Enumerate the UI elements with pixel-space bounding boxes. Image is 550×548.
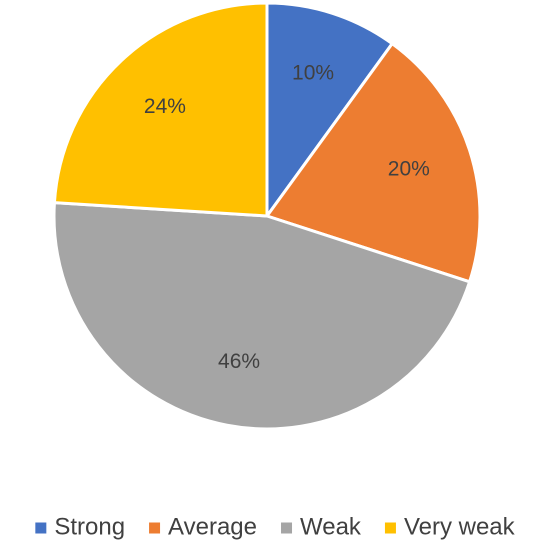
data-label-weak: 46% xyxy=(218,350,260,373)
pie-slice-weak xyxy=(52,201,472,431)
legend-swatch-very-weak xyxy=(384,522,396,534)
legend-label-weak: Weak xyxy=(300,513,362,540)
legend-label-very-weak: Very weak xyxy=(404,513,516,540)
data-label-average: 20% xyxy=(388,157,430,180)
pie-slices xyxy=(52,1,482,431)
data-label-very-weak: 24% xyxy=(144,95,186,118)
legend-label-average: Average xyxy=(168,513,257,540)
legend-swatch-weak xyxy=(281,522,293,534)
data-labels: 10% 20% 46% 24% xyxy=(144,62,430,373)
data-label-strong: 10% xyxy=(292,62,334,85)
pie-slice-very-weak xyxy=(52,1,269,218)
legend-label-strong: Strong xyxy=(54,513,125,540)
legend: Strong Average Weak Very weak xyxy=(35,513,516,540)
legend-swatch-average xyxy=(149,522,161,534)
pie-slice-average xyxy=(265,42,482,284)
pie-slice-strong xyxy=(265,1,394,218)
legend-swatch-strong xyxy=(35,522,47,534)
